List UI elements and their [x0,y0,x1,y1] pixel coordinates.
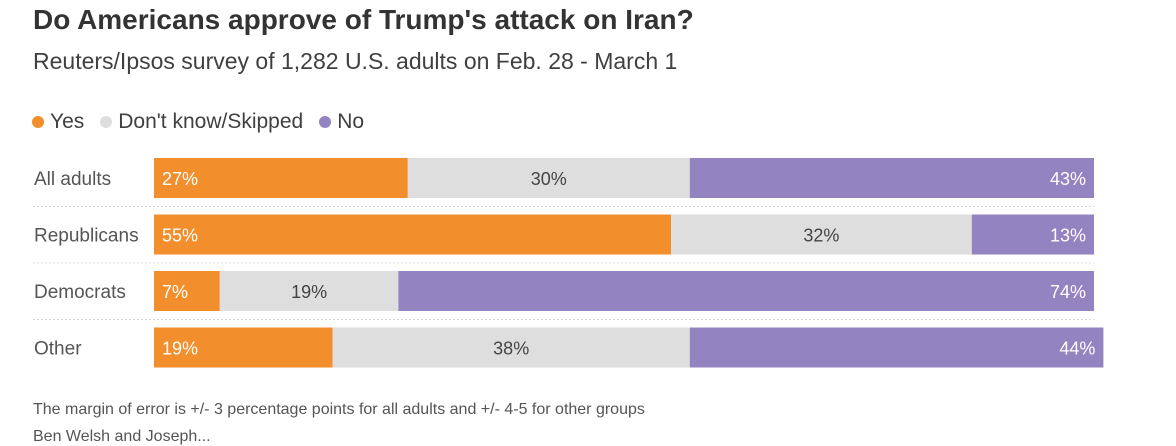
category-label-all-adults: All adults [34,169,111,190]
stacked-bar-chart: All adults 27% 30% 43% Republicans 55% 32% 13% D… [33,158,1104,368]
bar-democrats-don-t-know-skipped [219,271,399,311]
category-label-republicans: Republicans [34,226,139,247]
bar-other-no [689,327,1104,368]
legend-label-no: No [337,110,365,133]
legend: Yes Don't know/Skipped No [32,110,380,134]
data-label-other-yes: 19% [162,339,198,359]
data-label-all-adults-yes: 27% [162,169,198,189]
legend-swatch-yes [32,116,44,128]
data-label-democrats-no: 74% [1050,282,1086,302]
data-label-democrats-yes: 7% [162,282,188,302]
legend-item-no: No [319,110,364,134]
chart-title: Do Americans approve of Trump's attack o… [33,4,694,35]
bar-republicans-don-t-know-skipped [671,214,972,255]
legend-label-dont-know: Don't know/Skipped [118,110,304,133]
chart-byline: Ben Welsh and Joseph... [33,428,211,445]
legend-label-yes: Yes [50,110,85,133]
category-label-democrats: Democrats [34,282,126,303]
chart-subtitle: Reuters/Ipsos survey of 1,282 U.S. adult… [33,48,678,74]
bar-other-yes [154,327,333,368]
data-label-all-adults-don-t-know-skipped: 30% [531,169,567,189]
legend-item-dont-know: Don't know/Skipped [100,110,303,134]
bar-all-adults-don-t-know-skipped [407,158,690,198]
category-label-other: Other [34,339,82,360]
bar-all-adults-no [689,158,1094,198]
bar-all-adults-yes [154,158,408,198]
bar-democrats-yes [154,271,220,311]
bar-republicans-no [971,214,1094,255]
data-label-republicans-no: 13% [1050,226,1086,246]
chart-note: The margin of error is +/- 3 percentage … [33,401,645,418]
bar-republicans-yes [154,214,671,255]
data-label-other-no: 44% [1059,339,1095,359]
legend-swatch-dont-know [100,116,113,128]
data-label-all-adults-no: 43% [1050,169,1086,189]
legend-swatch-no [319,116,332,128]
data-label-democrats-don-t-know-skipped: 19% [291,282,327,302]
bar-democrats-no [398,271,1094,311]
legend-item-yes: Yes [32,110,84,134]
data-label-republicans-yes: 55% [162,226,198,246]
data-label-other-don-t-know-skipped: 38% [493,339,529,359]
bar-other-don-t-know-skipped [332,327,690,368]
data-label-republicans-don-t-know-skipped: 32% [803,226,839,246]
